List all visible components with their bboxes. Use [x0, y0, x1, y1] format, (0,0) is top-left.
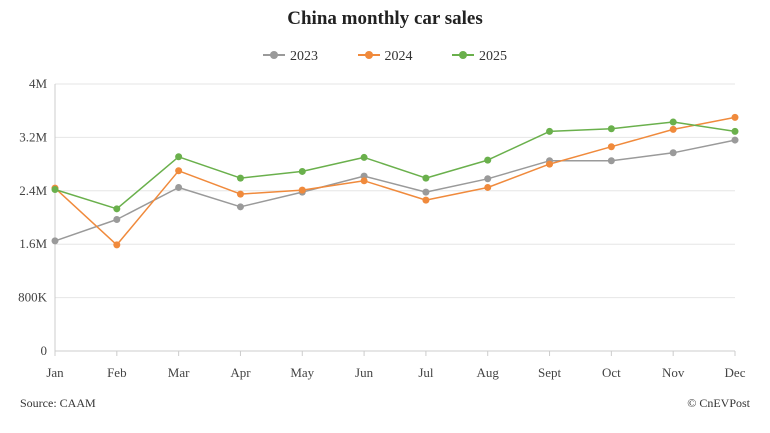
legend-label-2023: 2023	[290, 49, 318, 64]
legend-label-2025: 2025	[479, 49, 507, 64]
data-point-2025-nov[interactable]	[669, 118, 677, 126]
data-point-2024-jun[interactable]	[360, 177, 368, 185]
x-tick-label-jul: Jul	[418, 365, 434, 380]
legend-swatch-2025	[452, 49, 474, 61]
x-tick-label-may: May	[290, 365, 314, 380]
x-tick-label-sept: Sept	[538, 365, 562, 380]
x-tick-label-jun: Jun	[355, 365, 374, 380]
x-tick-label-nov: Nov	[662, 365, 685, 380]
x-tick-label-apr: Apr	[230, 365, 251, 380]
data-point-2023-nov[interactable]	[669, 149, 677, 157]
data-point-2023-aug[interactable]	[484, 175, 492, 183]
chart-legend: 2023 2024 2025	[0, 49, 770, 65]
data-point-2024-sept[interactable]	[546, 160, 554, 168]
data-point-2024-apr[interactable]	[236, 190, 244, 198]
x-tick-label-jan: Jan	[46, 365, 64, 380]
data-point-2024-may[interactable]	[298, 186, 306, 194]
source-note: Source: CAAM	[20, 396, 96, 410]
data-point-2023-apr[interactable]	[236, 203, 244, 211]
data-point-2024-aug[interactable]	[484, 183, 492, 191]
data-point-2024-dec[interactable]	[731, 113, 739, 121]
legend-label-2024: 2024	[384, 49, 413, 64]
data-point-2023-jan[interactable]	[51, 237, 59, 245]
data-point-2025-aug[interactable]	[484, 156, 492, 164]
series-line-2025	[54, 121, 736, 210]
data-point-2024-oct[interactable]	[607, 143, 615, 151]
data-point-2025-mar[interactable]	[175, 153, 183, 161]
data-point-2025-jan[interactable]	[51, 185, 59, 193]
legend-item-2024[interactable]: 2024	[357, 49, 413, 65]
data-point-2025-jul[interactable]	[422, 174, 430, 182]
y-tick-label-4: 3.2M	[19, 129, 47, 144]
data-point-2023-oct[interactable]	[607, 157, 615, 165]
y-tick-label-5: 4M	[29, 76, 48, 91]
data-point-2025-oct[interactable]	[607, 125, 615, 133]
data-point-2024-nov[interactable]	[669, 125, 677, 133]
x-tick-label-mar: Mar	[168, 365, 190, 380]
data-point-2025-feb[interactable]	[113, 205, 121, 213]
data-point-2025-jun[interactable]	[360, 153, 368, 161]
data-point-2023-dec[interactable]	[731, 136, 739, 144]
x-tick-label-oct: Oct	[602, 365, 621, 380]
data-point-2024-jul[interactable]	[422, 196, 430, 204]
data-point-2025-sept[interactable]	[546, 127, 554, 135]
x-tick-label-feb: Feb	[107, 365, 127, 380]
legend-item-2025[interactable]: 2025	[452, 49, 507, 65]
y-tick-label-1: 800K	[18, 290, 48, 305]
y-tick-label-3: 2.4M	[19, 183, 47, 198]
series-line-2023	[54, 139, 736, 242]
data-point-2023-mar[interactable]	[175, 183, 183, 191]
data-point-2024-feb[interactable]	[113, 241, 121, 249]
copyright-note: © CnEVPost	[687, 396, 750, 410]
data-point-2023-feb[interactable]	[113, 216, 121, 224]
y-tick-label-0: 0	[41, 343, 48, 358]
chart-title: China monthly car sales	[287, 8, 483, 29]
legend-swatch-2023	[263, 49, 285, 61]
series-line-2024	[54, 116, 736, 246]
legend-item-2023[interactable]: 2023	[263, 49, 318, 65]
data-point-2024-mar[interactable]	[175, 167, 183, 175]
data-point-2025-may[interactable]	[298, 167, 306, 175]
y-tick-label-2: 1.6M	[19, 236, 47, 251]
data-point-2025-apr[interactable]	[236, 174, 244, 182]
data-point-2025-dec[interactable]	[731, 127, 739, 135]
x-tick-label-dec: Dec	[725, 365, 746, 380]
x-tick-label-aug: Aug	[477, 365, 500, 380]
data-point-2023-jul[interactable]	[422, 188, 430, 196]
legend-swatch-2024	[357, 49, 380, 61]
